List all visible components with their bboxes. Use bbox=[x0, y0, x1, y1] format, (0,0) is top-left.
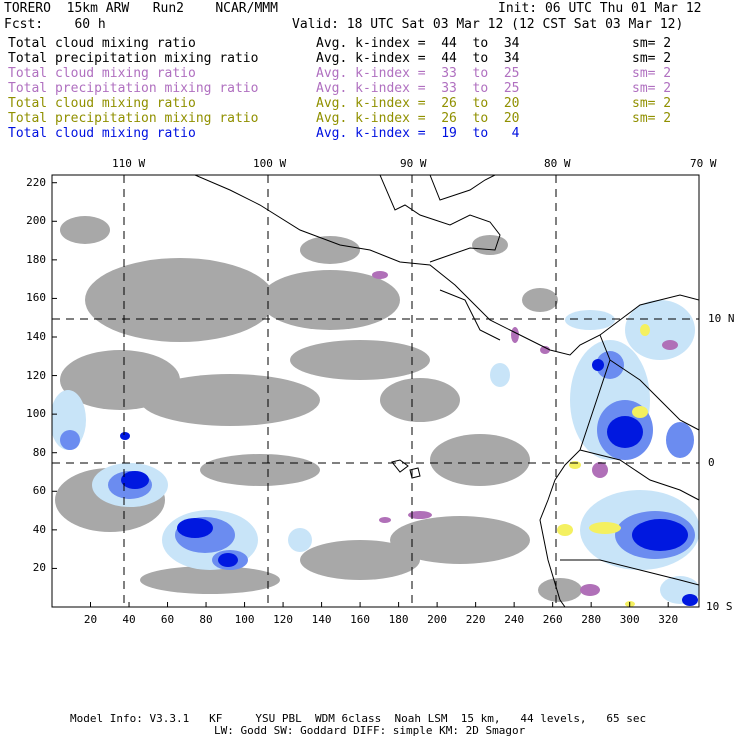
y-tick-label: 120 bbox=[26, 368, 46, 382]
legend-smoothing: sm= 2 bbox=[632, 111, 672, 126]
legend-field-name: Total cloud mixing ratio bbox=[8, 66, 196, 81]
y-tick-label: 200 bbox=[26, 214, 46, 228]
legend-k-index: Avg. k-index = 33 to 25 bbox=[316, 66, 520, 81]
legend-field-name: Total cloud mixing ratio bbox=[8, 126, 196, 141]
x-tick-label: 240 bbox=[504, 613, 525, 626]
lon-label-90w: 90 W bbox=[400, 157, 427, 170]
x-tick-label: 300 bbox=[619, 613, 640, 626]
legend-k-index: Avg. k-index = 26 to 20 bbox=[316, 96, 520, 111]
x-tick-label: 100 bbox=[234, 613, 255, 626]
y-tick-label: 220 bbox=[26, 175, 46, 189]
x-tick-label: 120 bbox=[273, 613, 293, 626]
y-tick-label: 160 bbox=[26, 291, 46, 305]
x-tick-label: 80 bbox=[199, 613, 213, 626]
legend-k-index: Avg. k-index = 44 to 34 bbox=[316, 51, 520, 66]
header-valid-time: Valid: 18 UTC Sat 03 Mar 12 (12 CST Sat … bbox=[292, 17, 684, 32]
lon-label-110w: 110 W bbox=[112, 157, 146, 170]
lon-label-80w: 80 W bbox=[544, 157, 571, 170]
lon-label-70w: 70 W bbox=[690, 157, 717, 170]
x-tick-label: 320 bbox=[658, 613, 679, 626]
legend-smoothing: sm= 2 bbox=[632, 51, 672, 66]
legend-k-index: Avg. k-index = 19 to 4 bbox=[316, 126, 520, 141]
yellow-cloud-areas bbox=[557, 324, 650, 607]
header-forecast-hour: Fcst: 60 h bbox=[4, 17, 106, 32]
x-tick-label: 260 bbox=[542, 613, 563, 626]
x-tick-label: 160 bbox=[350, 613, 371, 626]
lat-label-10n: 10 N bbox=[708, 312, 735, 325]
legend-k-index: Avg. k-index = 44 to 34 bbox=[316, 36, 520, 51]
legend-field-name: Total cloud mixing ratio bbox=[8, 36, 196, 51]
lon-label-100w: 100 W bbox=[253, 157, 287, 170]
y-tick-label: 80 bbox=[32, 445, 46, 459]
y-tick-label: 140 bbox=[26, 330, 46, 343]
x-tick-label: 20 bbox=[83, 613, 98, 626]
lat-label-10s: 10 S bbox=[706, 600, 733, 613]
x-tick-label: 40 bbox=[122, 613, 136, 626]
coastlines bbox=[194, 175, 699, 607]
x-tick-label: 200 bbox=[427, 613, 448, 626]
x-tick-label: 280 bbox=[581, 613, 602, 626]
gray-cloud-areas bbox=[55, 216, 582, 602]
lat-label-equator: 0 bbox=[708, 456, 715, 469]
header-title: TORERO 15km ARW Run2 NCAR/MMM bbox=[4, 1, 278, 16]
y-tick-label: 20 bbox=[32, 561, 46, 575]
footer-physics-info: LW: Godd SW: Goddard DIFF: simple KM: 2D… bbox=[214, 724, 526, 737]
x-tick-label: 220 bbox=[465, 613, 486, 626]
map-frame bbox=[51, 174, 700, 608]
y-tick-label: 60 bbox=[32, 484, 46, 498]
legend-field-name: Total precipitation mixing ratio bbox=[8, 51, 259, 66]
y-tick-label: 180 bbox=[26, 252, 46, 266]
legend-k-index: Avg. k-index = 26 to 20 bbox=[316, 111, 520, 126]
x-tick-label: 180 bbox=[388, 613, 409, 626]
footer-model-info: Model Info: V3.3.1 KF YSU PBL WDM 6class… bbox=[70, 712, 647, 725]
legend-smoothing: sm= 2 bbox=[632, 81, 672, 96]
header-init-time: Init: 06 UTC Thu 01 Mar 12 bbox=[498, 1, 702, 16]
legend-smoothing: sm= 2 bbox=[632, 66, 672, 81]
y-tick-label: 100 bbox=[26, 407, 46, 421]
x-tick-label: 60 bbox=[160, 613, 175, 626]
legend-smoothing: sm= 2 bbox=[632, 96, 672, 111]
legend-k-index: Avg. k-index = 33 to 25 bbox=[316, 81, 520, 96]
legend-field-name: Total precipitation mixing ratio bbox=[8, 111, 259, 126]
x-tick-label: 140 bbox=[311, 613, 332, 626]
lat-lon-grid bbox=[52, 175, 699, 607]
legend-field-name: Total precipitation mixing ratio bbox=[8, 81, 259, 96]
legend-smoothing: sm= 2 bbox=[632, 36, 672, 51]
y-tick-label: 40 bbox=[32, 522, 46, 536]
deep-blue-cloud-areas bbox=[120, 359, 698, 606]
legend-field-name: Total cloud mixing ratio bbox=[8, 96, 196, 111]
